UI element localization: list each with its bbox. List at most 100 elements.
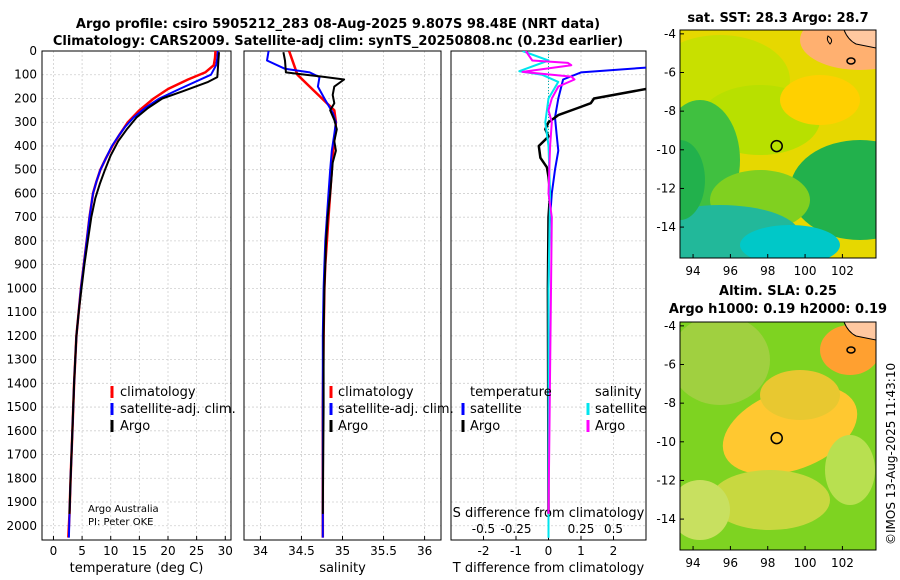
sla-map-title-line1: Altim. SLA: 0.25	[719, 284, 837, 299]
y-tick-label: 1100	[6, 305, 37, 319]
map-y-tick-label: -12	[656, 473, 676, 487]
x-tick-label: 30	[218, 544, 233, 558]
sla-profile-location-marker	[770, 431, 783, 445]
sst-map-axes: 94 96 98 100 102 -4 -6 -8 -10 -12 -14	[656, 27, 853, 278]
legend-label-climatology: climatology	[338, 385, 414, 400]
y-tick-label: 1500	[6, 400, 37, 414]
y-tick-label: 1300	[6, 353, 37, 367]
y-tick-label: 1200	[6, 329, 37, 343]
secondary-x-tick-label: -0.5	[472, 522, 495, 536]
x-tick-label: 20	[160, 544, 175, 558]
x-tick-label: -1	[510, 544, 522, 558]
legend-label-satellite-adj: satellite-adj. clim.	[120, 402, 236, 417]
x-tick-label: 2	[610, 544, 618, 558]
sst-map-title: sat. SST: 28.3 Argo: 28.7	[687, 11, 868, 26]
y-tick-label: 200	[14, 91, 37, 105]
y-tick-label: 1000	[6, 281, 37, 295]
legend-label-argo: Argo	[338, 419, 368, 434]
timestamp: ©IMOS 13-Aug-2025 11:43:10	[884, 363, 898, 545]
y-tick-label: 1600	[6, 424, 37, 438]
y-tick-label: 100	[14, 68, 37, 82]
map-y-tick-label: -10	[656, 143, 676, 157]
legend-label-sal-satellite: satellite	[595, 402, 647, 417]
y-tick-label: 400	[14, 139, 37, 153]
map-x-tick-label: 98	[760, 264, 775, 278]
difference-legend: temperature salinity satellite Argo sate…	[461, 385, 647, 434]
y-tick-label: 800	[14, 234, 37, 248]
map-y-tick-label: -8	[664, 396, 676, 410]
legend-title-temperature: temperature	[470, 385, 552, 400]
map-y-tick-label: -4	[664, 27, 676, 41]
y-tick-label: 1400	[6, 376, 37, 390]
x-tick-label: 36	[417, 544, 432, 558]
map-y-tick-label: -14	[656, 512, 676, 526]
x-tick-label: 35.5	[370, 544, 397, 558]
plot-frame	[41, 50, 232, 541]
legend-label-argo: Argo	[120, 419, 150, 434]
sla-map: 94 96 98 100 102 -4 -6 -8 -10 -12 -14	[656, 319, 877, 570]
series-line-climatology	[67, 51, 217, 538]
y-tick-label: 700	[14, 210, 37, 224]
map-x-tick-label: 102	[831, 556, 854, 570]
legend-label-temp-argo: Argo	[470, 419, 500, 434]
series-line-salinity-satellite	[518, 51, 560, 538]
series-line-satellite-adj-clim-	[67, 51, 219, 538]
y-tick-label: 900	[14, 258, 37, 272]
series-line-temperature-argo	[537, 87, 646, 514]
map-x-tick-label: 96	[723, 264, 738, 278]
map-y-tick-label: -14	[656, 220, 676, 234]
series-line-argo	[282, 52, 346, 514]
map-x-tick-label: 98	[760, 556, 775, 570]
map-x-tick-label: 100	[794, 556, 817, 570]
x-axis-label: T difference from climatology	[452, 561, 645, 576]
x-axis-label: temperature (deg C)	[70, 561, 204, 576]
sla-map-title-line2: Argo h1000: 0.19 h2000: 0.19	[669, 302, 887, 317]
secondary-x-tick-label: 0.5	[604, 522, 623, 536]
map-x-tick-label: 100	[794, 264, 817, 278]
y-tick-label: 1900	[6, 495, 37, 509]
map-y-tick-label: -6	[664, 358, 676, 372]
x-tick-label: 1	[577, 544, 585, 558]
credit-line1: Argo Australia	[88, 504, 159, 515]
figure-title-line2: Climatology: CARS2009. Satellite-adj cli…	[53, 34, 623, 49]
x-tick-label: -2	[478, 544, 490, 558]
map-x-tick-label: 102	[831, 264, 854, 278]
x-tick-label: 35	[335, 544, 350, 558]
y-tick-label: 600	[14, 186, 37, 200]
sst-profile-location-marker	[770, 139, 783, 153]
x-tick-label: 5	[78, 544, 86, 558]
legend-label-satellite-adj: satellite-adj. clim.	[338, 402, 454, 417]
plot-frame	[243, 50, 442, 541]
x-tick-label: 34.5	[288, 544, 315, 558]
x-tick-label: 0	[545, 544, 553, 558]
y-tick-label: 300	[14, 115, 37, 129]
figure-title-line1: Argo profile: csiro 5905212_283 08-Aug-2…	[76, 17, 600, 32]
legend-label-temp-satellite: satellite	[470, 402, 522, 417]
y-tick-label: 0	[29, 44, 37, 58]
legend-title-salinity: salinity	[595, 385, 642, 400]
series-group	[266, 51, 346, 538]
legend-label-sal-argo: Argo	[595, 419, 625, 434]
sla-map-axes: 94 96 98 100 102 -4 -6 -8 -10 -12 -14	[656, 319, 853, 570]
y-tick-label: 2000	[6, 519, 37, 533]
map-y-tick-label: -8	[664, 104, 676, 118]
map-y-tick-label: -6	[664, 66, 676, 80]
series-line-argo	[68, 52, 220, 514]
series-group	[518, 51, 646, 538]
temperature-legend: climatology satellite-adj. clim. Argo	[110, 385, 236, 434]
series-group	[67, 51, 220, 538]
y-tick-label: 1700	[6, 448, 37, 462]
legend-label-climatology: climatology	[120, 385, 196, 400]
credit-line2: PI: Peter OKE	[88, 517, 153, 528]
salinity-legend: climatology satellite-adj. clim. Argo	[329, 385, 454, 434]
x-tick-label: 15	[132, 544, 147, 558]
salinity-profile-plot: 34 34.5 35 35.5 36 salinity	[243, 50, 442, 576]
map-y-tick-label: -4	[664, 319, 676, 333]
x-tick-label: 0	[50, 544, 58, 558]
map-x-tick-label: 96	[723, 556, 738, 570]
map-y-tick-label: -12	[656, 181, 676, 195]
sst-map: 94 96 98 100 102 -4 -6 -8 -10 -12 -14	[656, 27, 877, 278]
series-line-salinity-argo	[521, 51, 576, 514]
map-x-tick-label: 94	[685, 556, 700, 570]
